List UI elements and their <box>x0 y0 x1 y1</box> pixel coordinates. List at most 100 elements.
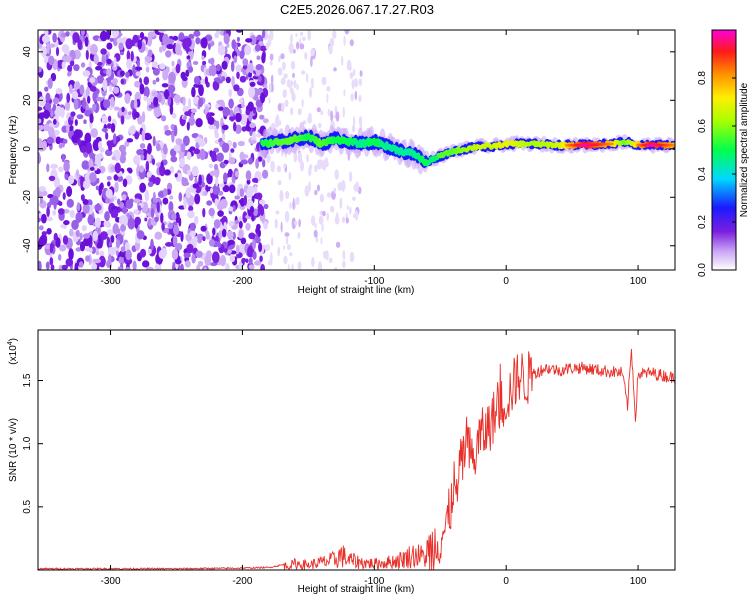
noise-speck <box>154 263 160 270</box>
noise-speck <box>179 263 184 270</box>
noise-speck <box>225 263 230 270</box>
noise-speck <box>266 153 271 164</box>
noise-speck <box>158 93 162 103</box>
noise-speck <box>211 150 217 163</box>
noise-speck <box>319 210 323 216</box>
noise-speck <box>77 137 81 146</box>
noise-speck <box>82 70 91 77</box>
noise-speck <box>66 123 70 134</box>
noise-speck <box>246 186 253 198</box>
noise-speck <box>202 60 207 66</box>
noise-speck <box>235 124 242 134</box>
noise-speck <box>235 244 240 255</box>
noise-speck <box>208 163 214 168</box>
noise-speck <box>169 195 174 200</box>
noise-speck <box>193 83 201 88</box>
noise-speck <box>63 160 70 172</box>
noise-speck <box>227 108 231 115</box>
noise-speck <box>256 133 262 138</box>
noise-speck <box>171 131 175 143</box>
noise-speck <box>339 197 343 209</box>
noise-speck <box>40 234 47 247</box>
noise-speck <box>60 107 65 118</box>
noise-speck <box>244 44 252 56</box>
noise-speck <box>209 187 214 194</box>
noise-speck <box>265 244 271 252</box>
noise-speck <box>52 103 57 112</box>
snr-panel: -300 -200 -100 0 100 0.5 1.0 1.5 Height of str… <box>7 329 676 595</box>
noise-speck <box>125 266 131 270</box>
noise-speck <box>261 52 266 64</box>
noise-speck <box>38 66 42 73</box>
noise-speck <box>113 106 120 111</box>
x-tick-label: -100 <box>364 276 384 287</box>
noise-speck <box>136 149 145 156</box>
noise-speck <box>171 60 175 67</box>
noise-speck <box>310 77 314 86</box>
noise-speck <box>198 139 206 147</box>
noise-speck <box>188 205 194 212</box>
noise-speck <box>54 186 61 199</box>
noise-speck <box>227 230 234 239</box>
noise-speck <box>280 77 286 85</box>
noise-speck <box>324 250 329 261</box>
noise-speck <box>277 67 283 76</box>
snr-y-label: SNR (10 * v/v) <box>8 418 19 482</box>
noise-speck <box>147 248 152 255</box>
noise-speck <box>302 120 307 125</box>
noise-speck <box>89 77 96 84</box>
noise-speck <box>175 63 181 74</box>
noise-speck <box>156 201 160 213</box>
noise-speck <box>349 72 354 79</box>
noise-speck <box>47 77 53 89</box>
noise-speck <box>142 260 150 268</box>
noise-speck <box>42 140 47 151</box>
noise-speck <box>181 76 188 82</box>
noise-speck <box>109 37 114 42</box>
noise-speck <box>299 160 305 172</box>
noise-speck <box>245 258 249 264</box>
noise-speck <box>199 148 206 161</box>
noise-speck <box>45 261 50 270</box>
noise-speck <box>262 30 266 39</box>
noise-speck <box>346 204 349 211</box>
noise-speck <box>274 116 280 128</box>
spectrogram-panel: -300 -200 -100 0 100 40 20 0 -20 -40 Height of s… <box>8 29 676 296</box>
noise-speck <box>249 206 255 214</box>
noise-speck <box>80 175 84 188</box>
noise-speck <box>164 169 171 176</box>
noise-speck <box>233 55 238 64</box>
noise-speck <box>46 228 52 235</box>
noise-speck <box>128 126 136 135</box>
noise-speck <box>87 95 91 104</box>
noise-speck <box>58 166 64 173</box>
x-tick-label: 100 <box>630 576 647 587</box>
noise-speck <box>305 72 309 83</box>
noise-speck <box>58 264 64 270</box>
noise-speck <box>223 172 228 183</box>
noise-speck <box>289 80 294 87</box>
noise-speck <box>228 157 236 165</box>
noise-speck <box>235 64 242 72</box>
noise-speck <box>44 102 52 111</box>
noise-speck <box>162 69 169 81</box>
noise-speck <box>95 96 104 102</box>
noise-speck <box>98 141 103 150</box>
noise-speck <box>117 198 121 205</box>
noise-speck <box>326 212 329 222</box>
noise-speck <box>83 119 87 124</box>
noise-speck <box>236 36 240 42</box>
noise-speck <box>349 39 354 47</box>
noise-speck <box>46 206 50 218</box>
noise-speck <box>277 246 281 257</box>
noise-speck <box>206 200 213 206</box>
figure-title: C2E5.2026.067.17.27.R03 <box>280 2 434 17</box>
noise-speck <box>292 72 295 79</box>
noise-speck <box>234 219 240 224</box>
snr-y-axis: 0.5 1.0 1.5 <box>22 373 675 514</box>
noise-speck <box>350 93 354 102</box>
noise-speck <box>231 75 235 88</box>
noise-speck <box>46 163 50 173</box>
noise-speck <box>93 258 101 264</box>
noise-speck <box>239 50 245 60</box>
